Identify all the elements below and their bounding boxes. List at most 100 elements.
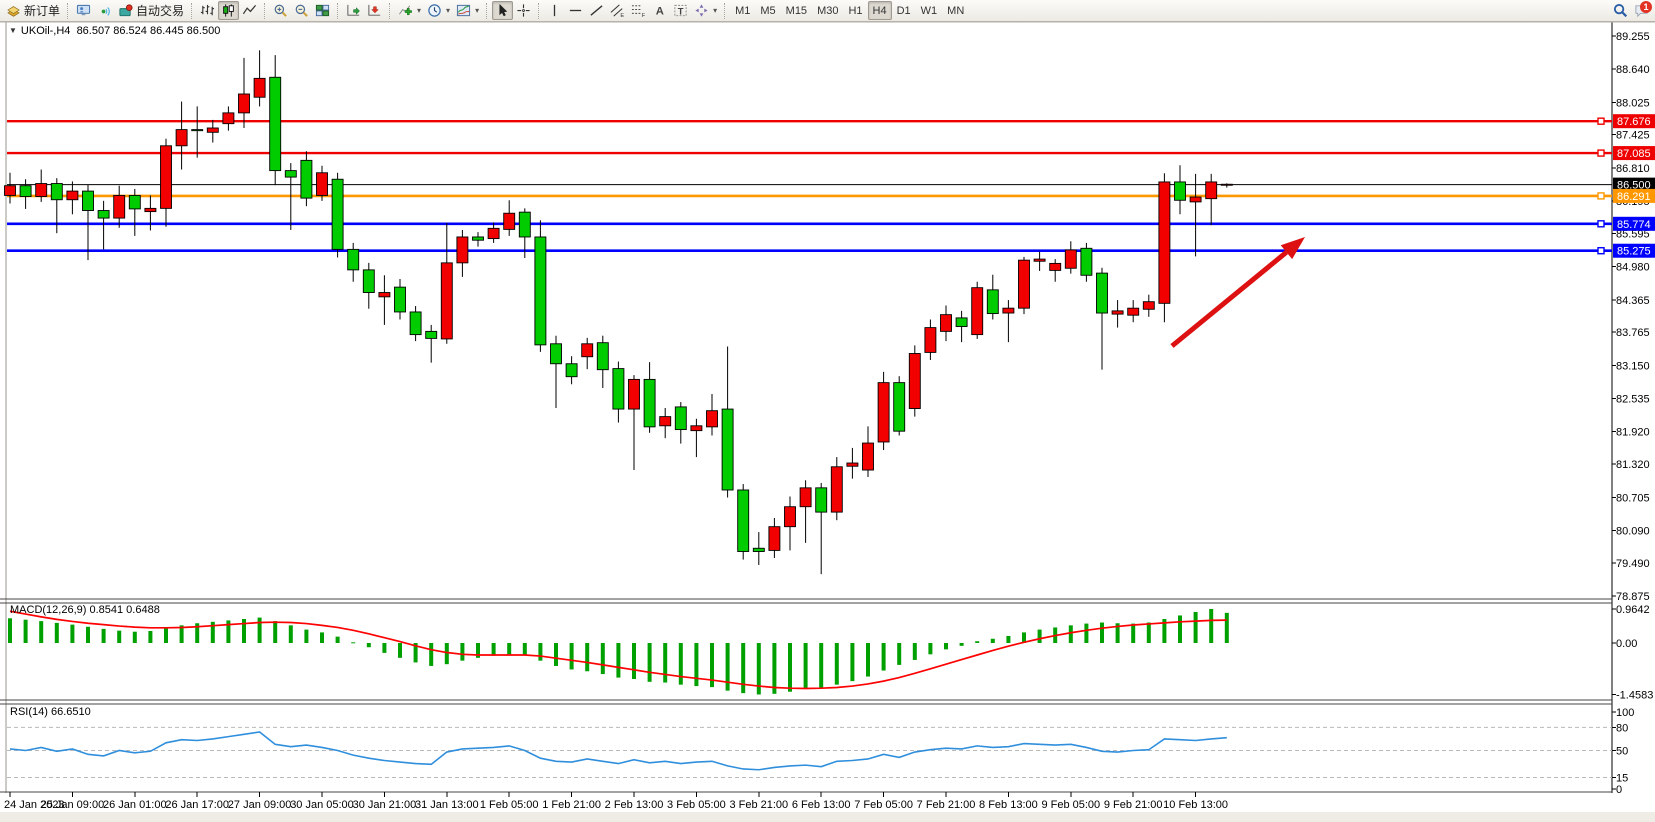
bar-chart-button[interactable] [197, 1, 218, 20]
toolbar-separator [191, 2, 193, 19]
horizontal-line-button[interactable] [565, 1, 586, 20]
svg-text:T: T [678, 6, 684, 16]
text-t-icon: T [674, 4, 687, 16]
zoom-in-icon [274, 4, 287, 17]
timeframe-h1-button[interactable]: H1 [848, 4, 863, 17]
pane-borders [0, 21, 1655, 793]
svg-text:30 Jan 21:00: 30 Jan 21:00 [353, 799, 417, 811]
tiles-icon [315, 4, 330, 17]
svg-text:6 Feb 13:00: 6 Feb 13:00 [792, 799, 851, 811]
svg-text:25 Jan 09:00: 25 Jan 09:00 [41, 799, 105, 811]
svg-text:27 Jan 09:00: 27 Jan 09:00 [228, 799, 292, 811]
add-indicator-button[interactable]: ▾ [395, 1, 424, 20]
vline-icon [553, 4, 556, 17]
toolbar-separator [724, 2, 726, 19]
price-line-86.291[interactable] [7, 192, 1612, 200]
svg-text:80.090: 80.090 [1616, 525, 1650, 537]
price-badge-87.085: 87.085 [1613, 146, 1655, 161]
clock-icon [428, 4, 441, 17]
rsi-pane[interactable] [7, 726, 1612, 778]
svg-text:15: 15 [1616, 772, 1628, 784]
label-button[interactable]: T [670, 1, 691, 20]
svg-text:0: 0 [1616, 784, 1622, 796]
tile-windows-button[interactable] [312, 1, 333, 20]
zoom-out-button[interactable] [291, 1, 312, 20]
crosshair-button[interactable] [513, 1, 534, 20]
market-button[interactable]: 自动交易 [115, 1, 187, 20]
period-button[interactable]: ▾ [424, 1, 453, 20]
broadcast-icon [101, 7, 110, 16]
toolbar-separator [337, 2, 339, 19]
timeframe-m5-button[interactable]: M5 [760, 4, 776, 17]
svg-text:78.875: 78.875 [1616, 591, 1650, 603]
svg-text:30 Jan 05:00: 30 Jan 05:00 [290, 799, 354, 811]
channel-icon: E [610, 4, 624, 18]
timeframe-w1-button[interactable]: W1 [920, 4, 938, 17]
market-button-label: 自动交易 [136, 4, 185, 18]
price-badge-87.676: 87.676 [1613, 114, 1655, 129]
svg-text:87.085: 87.085 [1617, 148, 1651, 160]
svg-text:26 Jan 17:00: 26 Jan 17:00 [165, 799, 229, 811]
timeframe-m15-button[interactable]: M15 [785, 4, 808, 17]
chart-shift-button[interactable] [343, 1, 364, 20]
price-line-85.275[interactable] [7, 247, 1612, 255]
market-icon [119, 4, 133, 17]
svg-text:88.640: 88.640 [1616, 64, 1650, 76]
chart-title[interactable]: ▼ UKOil-,H4 86.507 86.524 86.445 86.500 [9, 25, 220, 37]
cursor-button[interactable] [492, 1, 514, 20]
timeframe-h4-button[interactable]: H4 [867, 1, 892, 20]
svg-text:31 Jan 13:00: 31 Jan 13:00 [415, 799, 479, 811]
price-line-85.774[interactable] [7, 220, 1612, 228]
svg-text:86.291: 86.291 [1617, 191, 1651, 203]
price-badge-85.774: 85.774 [1613, 216, 1655, 231]
shapes-icon [695, 4, 708, 17]
svg-text:1 Feb 05:00: 1 Feb 05:00 [480, 799, 539, 811]
svg-text:100: 100 [1616, 707, 1634, 719]
shapes-button[interactable]: ▾ [691, 1, 720, 20]
market-watch-button[interactable] [73, 1, 94, 20]
zoom-in-button[interactable] [270, 1, 291, 20]
equidistant-channel-button[interactable]: E [607, 1, 628, 20]
chart-ohlc-values: 86.507 86.524 86.445 86.500 [76, 25, 221, 37]
svg-text:8 Feb 13:00: 8 Feb 13:00 [979, 799, 1038, 811]
candlestick-chart-button[interactable] [218, 1, 240, 20]
toolbar-separator [538, 2, 540, 19]
svg-text:82.535: 82.535 [1616, 394, 1650, 406]
svg-text:26 Jan 01:00: 26 Jan 01:00 [103, 799, 167, 811]
svg-text:80.705: 80.705 [1616, 492, 1650, 504]
svg-text:87.676: 87.676 [1617, 116, 1651, 128]
macd-pane[interactable] [8, 608, 1229, 695]
notifications-button[interactable]: 1 [1631, 1, 1652, 20]
search-button[interactable] [1610, 1, 1631, 20]
text-button[interactable]: A [649, 1, 670, 20]
svg-text:0.9642: 0.9642 [1616, 604, 1650, 616]
svg-text:7 Feb 21:00: 7 Feb 21:00 [917, 799, 976, 811]
indicator-icon [399, 5, 412, 16]
svg-text:50: 50 [1616, 746, 1628, 758]
svg-text:85.275: 85.275 [1617, 246, 1651, 258]
timeframe-m30-button[interactable]: M30 [817, 4, 839, 17]
template-button[interactable]: ▾ [453, 1, 482, 20]
svg-text:86.500: 86.500 [1617, 180, 1651, 192]
line-chart-button[interactable] [239, 1, 260, 20]
timeframe-m1-button[interactable]: M1 [735, 4, 751, 17]
auto-scroll-button[interactable] [364, 1, 385, 20]
trend-arrow[interactable] [1170, 237, 1305, 348]
news-broadcast-button[interactable] [94, 1, 115, 20]
price-axis[interactable]: 89.25588.64088.02587.42586.81086.19585.5… [1612, 31, 1655, 796]
trendline-button[interactable] [586, 1, 607, 20]
svg-text:83.150: 83.150 [1616, 360, 1650, 372]
toolbar-separator [389, 2, 391, 19]
svg-text:10 Feb 13:00: 10 Feb 13:00 [1163, 799, 1228, 811]
fibonacci-button[interactable]: F [628, 1, 649, 20]
chart-dropdown-icon[interactable]: ▼ [9, 26, 17, 35]
timeframe-d1-button[interactable]: D1 [896, 4, 911, 17]
chevron-down-icon: ▾ [475, 6, 480, 15]
timeframe-mn-button[interactable]: MN [947, 4, 965, 17]
new-order-button[interactable]: 新订单 [3, 1, 63, 20]
candles-layer [4, 50, 1233, 575]
fibo-icon: F [632, 5, 646, 18]
vertical-line-button[interactable] [544, 1, 565, 20]
